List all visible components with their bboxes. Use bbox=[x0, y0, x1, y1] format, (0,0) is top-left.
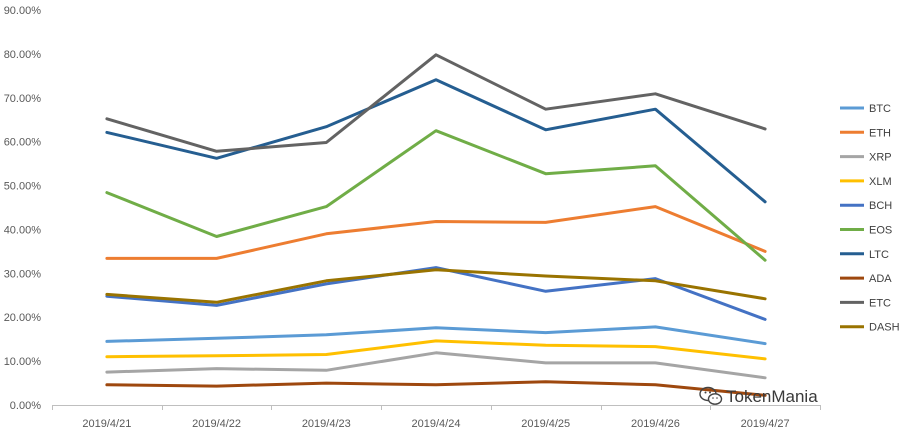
series-line-eth bbox=[105, 205, 767, 260]
x-tick-label: 2019/4/25 bbox=[521, 418, 570, 430]
legend-label: ETH bbox=[869, 127, 891, 139]
series-line-xrp bbox=[105, 351, 767, 380]
series-line-bch bbox=[105, 266, 767, 321]
y-axis-tick-labels: 0.00% 10.00% 20.00% 30.00% 40.00% 50.00% 60.00… bbox=[4, 5, 42, 412]
watermark: TokenMania bbox=[699, 386, 818, 406]
legend-label: XRP bbox=[869, 152, 892, 164]
legend-label: EOS bbox=[869, 225, 892, 237]
legend-item-bch: BCH bbox=[840, 200, 892, 212]
y-tick-label: 10.00% bbox=[4, 356, 42, 368]
legend-item-ltc: LTC bbox=[840, 249, 889, 261]
y-tick-label: 90.00% bbox=[4, 5, 42, 17]
y-tick-label: 40.00% bbox=[4, 224, 42, 236]
legend-label: DASH bbox=[869, 322, 900, 334]
legend-item-dash: DASH bbox=[840, 322, 900, 334]
series-line-xlm bbox=[105, 339, 767, 361]
legend-label: BCH bbox=[869, 200, 892, 212]
y-tick-label: 60.00% bbox=[4, 137, 42, 149]
legend-label: XLM bbox=[869, 176, 892, 188]
legend-label: ADA bbox=[869, 273, 892, 285]
y-tick-label: 70.00% bbox=[4, 93, 42, 105]
x-axis-tick-labels: 2019/4/21 2019/4/22 2019/4/23 2019/4/24 2019… bbox=[82, 418, 789, 430]
y-tick-label: 20.00% bbox=[4, 312, 42, 324]
legend-item-ada: ADA bbox=[840, 273, 892, 285]
series-line-ltc bbox=[105, 78, 767, 204]
legend-item-etc: ETC bbox=[840, 297, 891, 309]
legend-item-btc: BTC bbox=[840, 103, 891, 115]
legend-item-eth: ETH bbox=[840, 127, 891, 139]
x-tick-label: 2019/4/23 bbox=[302, 418, 351, 430]
y-tick-label: 30.00% bbox=[4, 268, 42, 280]
series-line-dash bbox=[105, 268, 767, 304]
series-lines bbox=[105, 53, 767, 397]
x-tick-label: 2019/4/24 bbox=[412, 418, 461, 430]
axes bbox=[52, 405, 821, 410]
y-tick-label: 80.00% bbox=[4, 49, 42, 61]
series-line-btc bbox=[105, 325, 767, 346]
series-line-etc bbox=[105, 53, 767, 153]
y-tick-label: 50.00% bbox=[4, 181, 42, 193]
x-tick-label: 2019/4/27 bbox=[741, 418, 790, 430]
series-line-eos bbox=[105, 129, 767, 262]
legend-label: ETC bbox=[869, 297, 891, 309]
y-tick-label: 0.00% bbox=[10, 400, 41, 412]
x-tick-label: 2019/4/22 bbox=[192, 418, 241, 430]
legend-item-xlm: XLM bbox=[840, 176, 892, 188]
legend-item-eos: EOS bbox=[840, 225, 892, 237]
wechat-icon bbox=[699, 386, 723, 405]
x-tick-label: 2019/4/26 bbox=[631, 418, 680, 430]
x-tick-label: 2019/4/21 bbox=[82, 418, 131, 430]
legend-label: BTC bbox=[869, 103, 891, 115]
legend-label: LTC bbox=[869, 249, 889, 261]
legend: BTC ETH XRP XLM BCH EOS LTC ADA ETC DASH bbox=[840, 103, 900, 334]
series-line-ada bbox=[105, 380, 767, 397]
watermark-text: TokenMania bbox=[726, 387, 818, 406]
legend-item-xrp: XRP bbox=[840, 152, 892, 164]
